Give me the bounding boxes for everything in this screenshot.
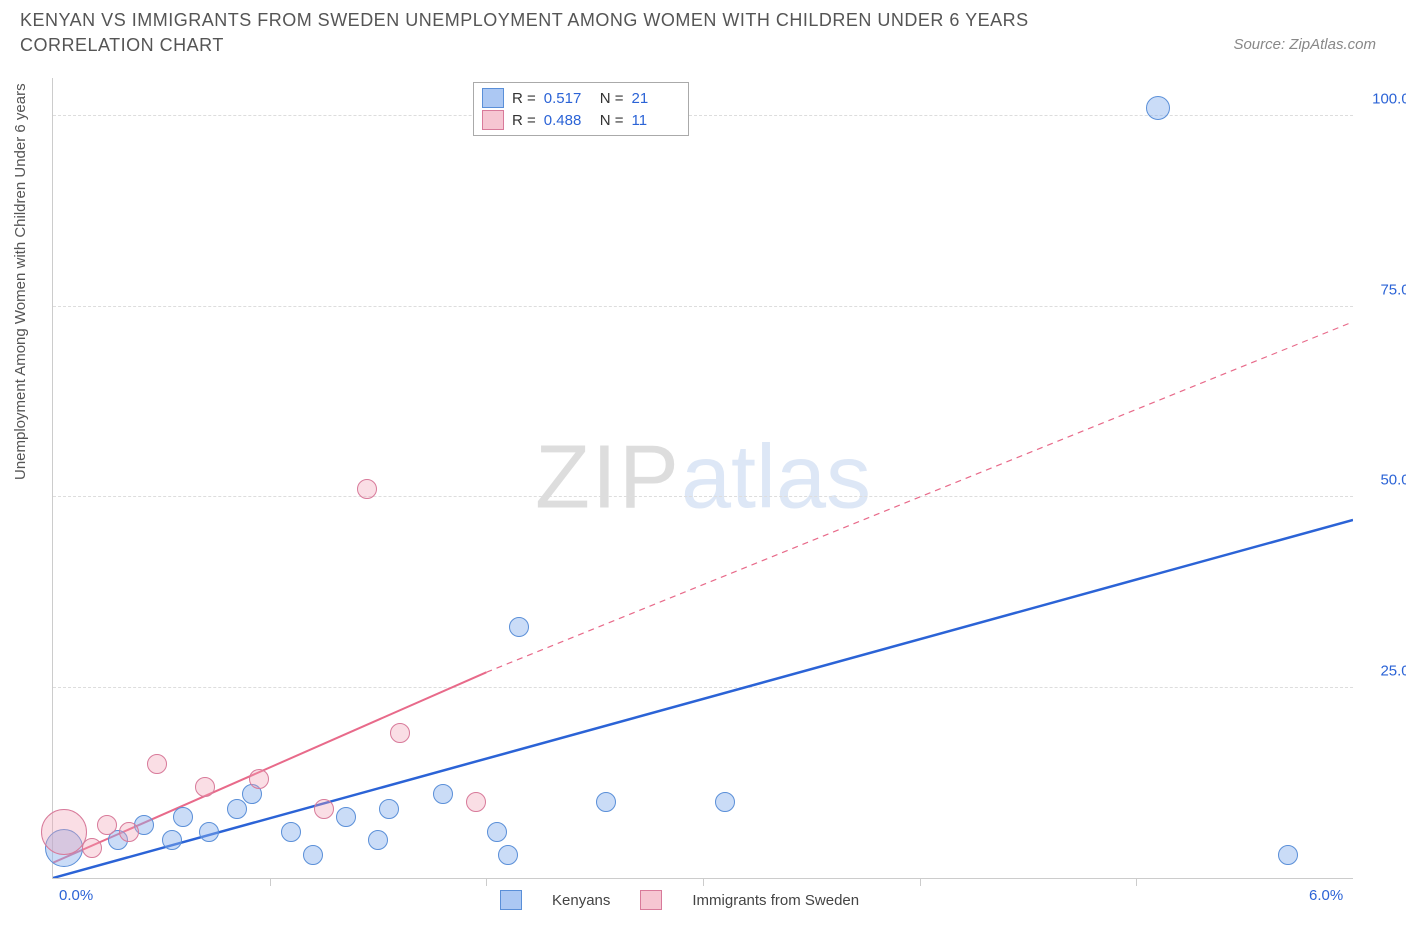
data-point [281, 822, 301, 842]
data-point [433, 784, 453, 804]
data-point [715, 792, 735, 812]
data-point [119, 822, 139, 842]
stats-row-kenyans: R = 0.517 N = 21 [482, 87, 680, 109]
y-tick-label: 100.0% [1372, 91, 1406, 108]
x-tick-label: 0.0% [59, 887, 93, 904]
swatch-icon [640, 890, 662, 910]
x-tick [703, 878, 704, 886]
bottom-legend: Kenyans Immigrants from Sweden [500, 890, 859, 910]
data-point [314, 799, 334, 819]
data-point [97, 815, 117, 835]
data-point [379, 799, 399, 819]
data-point [195, 777, 215, 797]
swatch-icon [482, 110, 504, 130]
data-point [162, 830, 182, 850]
data-point [509, 617, 529, 637]
source-credit: Source: ZipAtlas.com [1233, 36, 1376, 53]
data-point [1278, 845, 1298, 865]
data-point [336, 807, 356, 827]
data-point [303, 845, 323, 865]
data-point [173, 807, 193, 827]
data-point [41, 809, 87, 855]
y-tick-label: 50.0% [1380, 472, 1406, 489]
swatch-icon [482, 88, 504, 108]
stats-row-sweden: R = 0.488 N = 11 [482, 109, 680, 131]
data-point [1146, 96, 1170, 120]
y-tick-label: 25.0% [1380, 662, 1406, 679]
y-axis-title: Unemployment Among Women with Children U… [12, 83, 29, 480]
data-point [199, 822, 219, 842]
x-tick-label: 6.0% [1309, 887, 1343, 904]
x-tick [1136, 878, 1137, 886]
data-point [249, 769, 269, 789]
legend-label: Immigrants from Sweden [692, 892, 859, 909]
data-point [357, 479, 377, 499]
data-point [466, 792, 486, 812]
x-tick [486, 878, 487, 886]
data-point [596, 792, 616, 812]
chart-title: KENYAN VS IMMIGRANTS FROM SWEDEN UNEMPLO… [20, 8, 1120, 58]
trend-lines [53, 78, 1353, 878]
stats-box: R = 0.517 N = 21 R = 0.488 N = 11 [473, 82, 689, 136]
data-point [147, 754, 167, 774]
swatch-icon [500, 890, 522, 910]
data-point [487, 822, 507, 842]
x-tick [270, 878, 271, 886]
watermark: ZIPatlas [535, 427, 871, 530]
data-point [82, 838, 102, 858]
data-point [368, 830, 388, 850]
gridline [53, 306, 1353, 307]
data-point [227, 799, 247, 819]
data-point [390, 723, 410, 743]
scatter-plot: ZIPatlas 25.0%50.0%75.0%100.0% 0.0%6.0% … [52, 78, 1353, 879]
data-point [498, 845, 518, 865]
gridline [53, 687, 1353, 688]
y-tick-label: 75.0% [1380, 281, 1406, 298]
x-tick [920, 878, 921, 886]
gridline [53, 496, 1353, 497]
legend-label: Kenyans [552, 892, 610, 909]
